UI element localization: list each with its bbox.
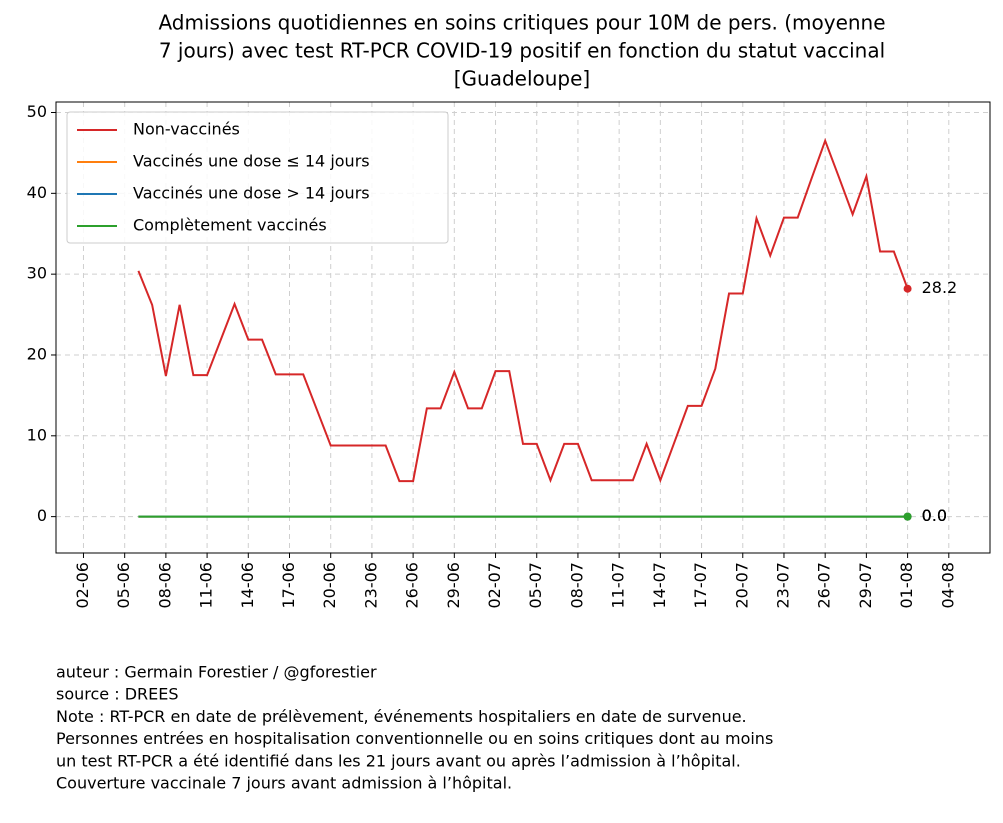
- y-tick-label: 0: [37, 506, 47, 525]
- y-tick-label: 10: [27, 425, 47, 444]
- x-tick-label: 11-07: [609, 562, 628, 609]
- x-tick-label: 29-07: [856, 562, 875, 609]
- x-tick-label: 20-07: [732, 562, 751, 609]
- x-tick-label: 14-06: [238, 562, 257, 609]
- x-tick-label: 26-06: [403, 562, 422, 609]
- y-tick-label: 20: [27, 344, 47, 363]
- legend-box: [66, 111, 449, 244]
- footnote: Personnes entrées en hospitalisation con…: [56, 729, 773, 748]
- x-tick-label: 05-06: [114, 562, 133, 609]
- legend-label: Non-vaccinés: [133, 120, 240, 139]
- x-tick-label: 01-08: [897, 562, 916, 609]
- legend-label: Complètement vaccinés: [133, 216, 327, 235]
- x-tick-label: 23-07: [773, 562, 792, 609]
- x-tick-label: 14-07: [650, 562, 669, 609]
- y-tick-label: 30: [27, 264, 47, 283]
- chart-title: Admissions quotidiennes en soins critiqu…: [158, 11, 885, 35]
- end-point: [903, 284, 912, 293]
- x-tick-label: 29-06: [444, 562, 463, 609]
- x-tick-label: 17-06: [279, 562, 298, 609]
- x-tick-label: 08-07: [567, 562, 586, 609]
- x-tick-label: 04-08: [938, 562, 957, 609]
- chart-title: 7 jours) avec test RT-PCR COVID-19 posit…: [159, 39, 885, 63]
- x-tick-label: 23-06: [361, 562, 380, 609]
- x-tick-label: 11-06: [197, 562, 216, 609]
- series-line: [137, 137, 909, 484]
- end-label: 0.0: [922, 506, 947, 525]
- end-label: 28.2: [922, 278, 958, 297]
- end-label: 0.0: [922, 506, 947, 525]
- end-point: [903, 512, 912, 521]
- legend-label: Vaccinés une dose > 14 jours: [133, 184, 370, 203]
- x-tick-label: 05-07: [526, 562, 545, 609]
- chart-title: [Guadeloupe]: [454, 67, 591, 91]
- footnote: Couverture vaccinale 7 jours avant admis…: [56, 774, 512, 793]
- x-tick-label: 02-06: [73, 562, 92, 609]
- plot-frame: [55, 101, 991, 554]
- footnote: source : DREES: [56, 685, 179, 704]
- x-tick-label: 17-07: [691, 562, 710, 609]
- footnote: un test RT-PCR a été identifié dans les …: [56, 751, 741, 770]
- legend-label: Vaccinés une dose ≤ 14 jours: [133, 152, 370, 171]
- x-tick-label: 08-06: [155, 562, 174, 609]
- footnote: Note : RT-PCR en date de prélèvement, év…: [56, 707, 747, 726]
- footnote: auteur : Germain Forestier / @gforestier: [56, 663, 377, 682]
- y-tick-label: 50: [27, 102, 47, 121]
- x-tick-label: 20-06: [320, 562, 339, 609]
- x-tick-label: 02-07: [485, 562, 504, 609]
- end-label: 0.0: [922, 506, 947, 525]
- x-tick-label: 26-07: [815, 562, 834, 609]
- y-tick-label: 40: [27, 183, 47, 202]
